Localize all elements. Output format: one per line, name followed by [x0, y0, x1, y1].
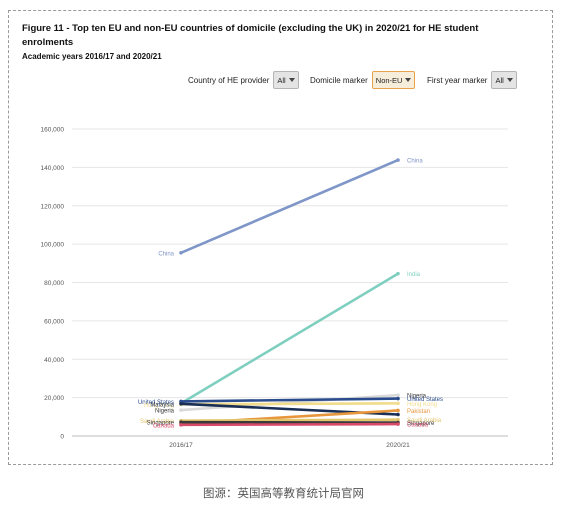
series-line: [179, 422, 400, 427]
series-label: Singapore: [147, 421, 175, 427]
series-label: India: [407, 272, 421, 278]
caret-down-icon: [506, 78, 513, 82]
series-label: Nigeria: [155, 409, 175, 415]
caret-down-icon: [405, 78, 412, 82]
x-tick-label: 2020/21: [386, 442, 410, 449]
series-label: Pakistan: [407, 409, 430, 415]
series-line: [179, 272, 400, 405]
data-point: [396, 417, 400, 422]
data-point: [396, 396, 400, 401]
y-tick-label: 160,000: [41, 127, 65, 134]
series-line: [179, 402, 400, 406]
series-label: Hong Kong: [144, 403, 174, 409]
image-source-caption: 图源：英国高等教育统计局官网: [203, 488, 364, 500]
series-label: Canada: [153, 423, 175, 429]
series-label: Saudi Arabia: [140, 419, 175, 425]
series-label: Singapore: [407, 421, 435, 427]
chart-subtitle: Academic years 2016/17 and 2020/21: [22, 52, 162, 61]
series-label: Nigeria: [407, 394, 427, 400]
series-label: Hong Kong: [407, 402, 437, 408]
y-tick-label: 80,000: [44, 280, 64, 287]
y-tick-label: 20,000: [44, 395, 64, 402]
series-line: [179, 397, 400, 403]
caret-down-icon: [288, 78, 295, 82]
y-tick-label: 140,000: [41, 165, 65, 172]
filter-first-year-marker: First year marker All: [427, 71, 517, 89]
select-value: All: [495, 75, 504, 85]
data-point: [396, 412, 400, 417]
select-value: All: [277, 75, 286, 85]
domicile-marker-select[interactable]: Non-EU: [371, 71, 416, 89]
chart-title: Figure 11 - Top ten EU and non-EU countr…: [22, 23, 479, 48]
x-tick-label: 2016/17: [169, 442, 193, 449]
select-value: Non-EU: [375, 75, 403, 85]
data-point: [396, 271, 400, 276]
data-point: [179, 423, 183, 427]
series-label: United States: [407, 397, 443, 403]
series-label: China: [158, 251, 174, 257]
y-tick-label: 120,000: [41, 203, 65, 210]
filter-country-of-provider: Country of HE provider All: [188, 71, 299, 89]
series-label: United States: [138, 400, 174, 406]
data-point: [179, 401, 183, 406]
y-tick-label: 40,000: [44, 357, 64, 364]
y-tick-label: 60,000: [44, 318, 64, 325]
series-label: Saudi Arabia: [407, 418, 442, 424]
y-tick-label: 0: [60, 434, 64, 441]
data-point: [396, 422, 400, 426]
country-of-provider-select[interactable]: All: [273, 71, 299, 89]
filter-domicile-marker: Domicile marker Non-EU: [310, 71, 416, 89]
data-point: [396, 158, 400, 162]
data-point: [179, 420, 183, 424]
series-label: Canada: [407, 423, 429, 429]
data-point: [396, 408, 400, 413]
data-point: [396, 401, 400, 406]
figure-frame: [8, 10, 553, 465]
data-point: [396, 393, 400, 397]
first-year-marker-select[interactable]: All: [491, 71, 517, 89]
data-point: [179, 408, 183, 412]
data-point: [179, 250, 183, 255]
filter-label: Domicile marker: [310, 75, 368, 85]
series-line: [179, 158, 400, 255]
series-label: China: [407, 159, 423, 165]
y-tick-label: 100,000: [41, 242, 65, 249]
series-line: [179, 418, 400, 422]
filter-label: First year marker: [427, 75, 488, 85]
filter-label: Country of HE provider: [188, 75, 270, 85]
series-label: Malaysia: [150, 402, 174, 408]
